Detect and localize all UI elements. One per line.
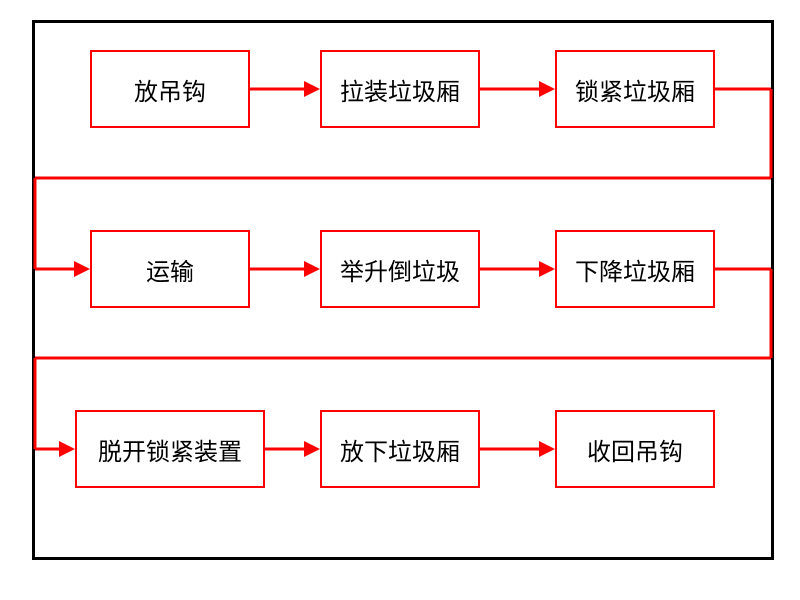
flow-node-label: 拉装垃圾厢 bbox=[340, 72, 460, 107]
flow-node-n1: 放吊钩 bbox=[90, 50, 250, 128]
flow-node-n9: 收回吊钩 bbox=[555, 410, 715, 488]
flow-node-n7: 脱开锁紧装置 bbox=[75, 410, 265, 488]
flow-node-label: 放吊钩 bbox=[134, 72, 206, 107]
flow-node-label: 脱开锁紧装置 bbox=[98, 432, 242, 467]
flow-node-label: 锁紧垃圾厢 bbox=[575, 72, 695, 107]
flow-node-label: 放下垃圾厢 bbox=[340, 432, 460, 467]
flow-node-n2: 拉装垃圾厢 bbox=[320, 50, 480, 128]
flow-node-n3: 锁紧垃圾厢 bbox=[555, 50, 715, 128]
flow-node-label: 运输 bbox=[146, 252, 194, 287]
flow-node-n8: 放下垃圾厢 bbox=[320, 410, 480, 488]
flow-node-label: 举升倒垃圾 bbox=[340, 252, 460, 287]
flow-node-n4: 运输 bbox=[90, 230, 250, 308]
flow-node-label: 收回吊钩 bbox=[587, 432, 683, 467]
flow-node-n6: 下降垃圾厢 bbox=[555, 230, 715, 308]
flow-node-n5: 举升倒垃圾 bbox=[320, 230, 480, 308]
flow-node-label: 下降垃圾厢 bbox=[575, 252, 695, 287]
flowchart-canvas: 放吊钩 拉装垃圾厢 锁紧垃圾厢运输 举升倒垃圾 下降垃圾厢脱开锁紧装置 放下垃圾厢 收回吊钩 bbox=[0, 0, 800, 600]
